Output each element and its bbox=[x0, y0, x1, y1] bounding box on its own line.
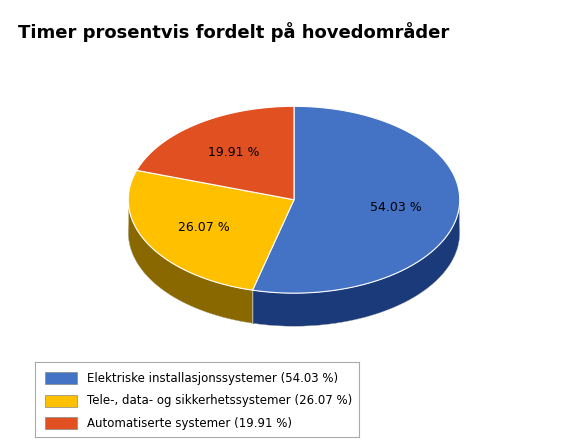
FancyBboxPatch shape bbox=[45, 417, 78, 429]
Polygon shape bbox=[136, 106, 294, 200]
Ellipse shape bbox=[128, 139, 460, 326]
Polygon shape bbox=[128, 170, 294, 290]
Polygon shape bbox=[128, 201, 252, 323]
Text: 54.03 %: 54.03 % bbox=[370, 201, 422, 213]
Text: 26.07 %: 26.07 % bbox=[178, 221, 230, 234]
Text: Automatiserte systemer (19.91 %): Automatiserte systemer (19.91 %) bbox=[87, 417, 292, 430]
FancyBboxPatch shape bbox=[45, 395, 78, 407]
Text: Elektriske installasjonssystemer (54.03 %): Elektriske installasjonssystemer (54.03 … bbox=[87, 372, 338, 385]
Polygon shape bbox=[252, 202, 460, 326]
Text: Timer prosentvis fordelt på hovedområder: Timer prosentvis fordelt på hovedområder bbox=[18, 22, 449, 42]
Polygon shape bbox=[252, 106, 460, 293]
Text: Tele-, data- og sikkerhetssystemer (26.07 %): Tele-, data- og sikkerhetssystemer (26.0… bbox=[87, 394, 352, 407]
FancyBboxPatch shape bbox=[45, 372, 78, 384]
Text: 19.91 %: 19.91 % bbox=[208, 146, 259, 159]
